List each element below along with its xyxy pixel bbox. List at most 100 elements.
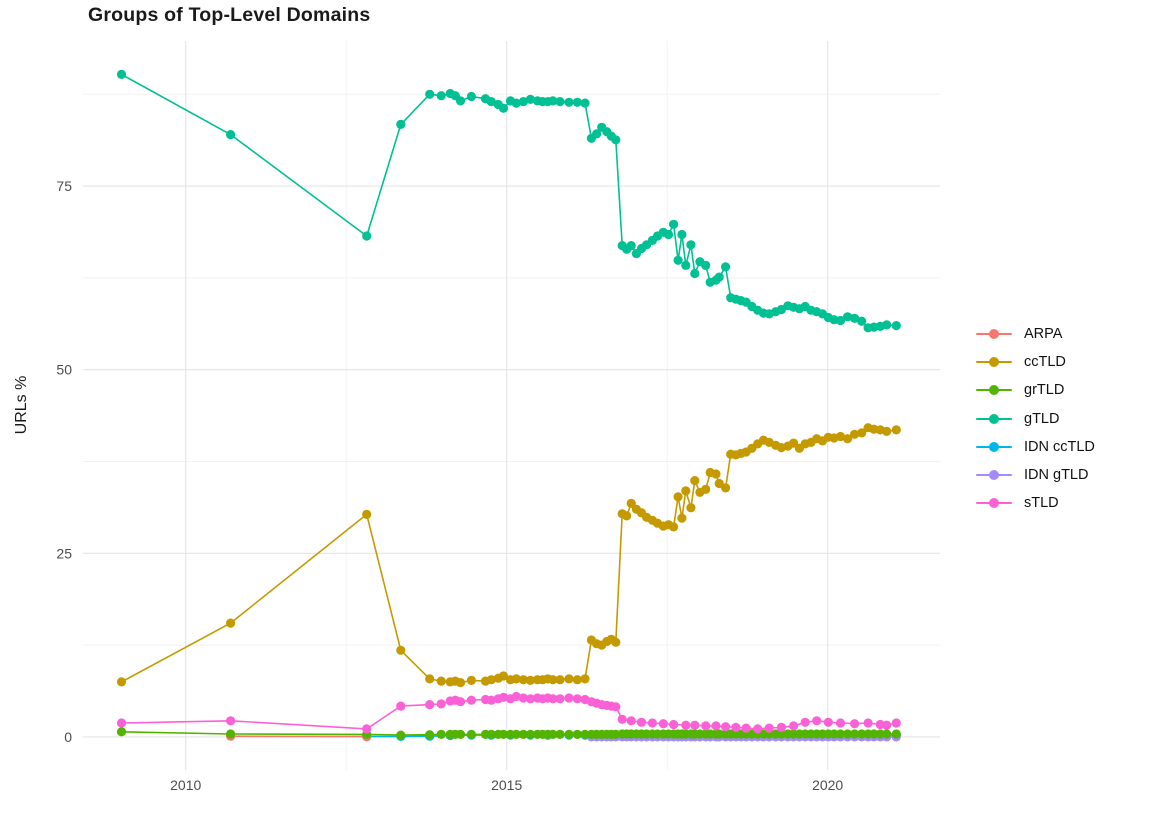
data-point [690,476,700,486]
data-point [436,699,446,709]
data-point [511,98,521,108]
data-point [829,729,839,739]
data-point [466,729,476,740]
data-point [362,509,372,519]
data-point [686,240,696,250]
data-point [436,676,446,686]
data-point [486,97,496,107]
data-point [823,717,833,727]
x-tick-label: 2015 [491,777,522,793]
data-point [498,671,509,681]
data-point [663,229,674,240]
data-point [701,721,711,731]
data-point [882,720,892,730]
data-point [455,697,466,707]
legend-item-arpa: ARPA [976,320,1095,348]
data-point [486,675,496,685]
legend-item-cctld: ccTLD [976,348,1095,376]
data-point [835,729,846,739]
data-point [555,97,565,107]
data-point [455,96,466,106]
data-point [486,729,496,740]
data-point [466,675,476,686]
data-point [396,119,406,129]
data-point [611,702,621,712]
data-point [425,674,435,684]
data-point [882,320,892,330]
data-point [548,729,558,740]
data-point [776,729,787,739]
data-point [869,729,879,739]
data-point [396,730,406,740]
data-point [843,729,853,739]
data-point [525,94,536,104]
data-point [789,721,799,731]
data-point [673,492,683,502]
data-point [835,718,846,728]
data-point [812,716,822,726]
data-point [622,511,632,521]
data-point [626,241,636,251]
legend-item-idn-gtld: IDN gTLD [976,461,1095,489]
data-point [498,729,509,740]
x-tick-label: 2020 [812,777,843,793]
data-point [673,255,683,265]
data-point [518,693,529,703]
data-point [572,97,582,107]
legend-item-gtld: gTLD [976,405,1095,433]
data-point [850,429,860,439]
data-point [690,268,700,279]
data-point [835,315,846,326]
legend-key-icon [976,353,1012,371]
data-point [626,716,636,726]
data-point [116,727,127,737]
data-point [891,729,901,739]
data-point [580,98,590,108]
data-point [721,483,731,493]
data-point [843,434,853,444]
legend-label: IDN ccTLD [1024,438,1095,455]
data-point [226,130,236,140]
series-line-gtld [120,73,898,329]
legend-label: sTLD [1024,495,1059,512]
data-point [572,729,582,740]
data-point [882,729,892,739]
data-point [714,272,724,282]
data-point [835,431,846,442]
data-point [425,700,435,710]
legend-key-icon [976,494,1012,512]
legend-label: IDN gTLD [1024,467,1089,484]
data-point [764,723,774,733]
data-point [850,729,860,739]
data-point [116,69,127,79]
data-point [863,718,873,728]
data-point [362,724,372,734]
data-point [701,484,711,494]
data-point [669,522,679,532]
data-point [857,729,867,739]
data-point [721,262,731,272]
data-point [714,478,724,489]
data-point [116,677,127,687]
data-point [555,675,565,685]
data-point [776,722,787,733]
data-point [455,729,466,740]
data-point [486,695,496,705]
x-tick-label: 2010 [170,777,201,793]
data-point [425,89,435,99]
data-point [681,486,691,496]
data-point [891,425,901,435]
legend-label: ccTLD [1024,354,1066,371]
legend-item-stld: sTLD [976,489,1095,517]
legend-item-idn-cctld: IDN ccTLD [976,433,1095,461]
data-point [800,717,810,727]
data-point [891,718,901,728]
data-point [636,717,647,727]
data-point [882,426,892,436]
y-tick-label: 50 [56,362,72,378]
data-point [592,129,602,139]
data-point [511,674,521,684]
data-point [226,716,236,726]
